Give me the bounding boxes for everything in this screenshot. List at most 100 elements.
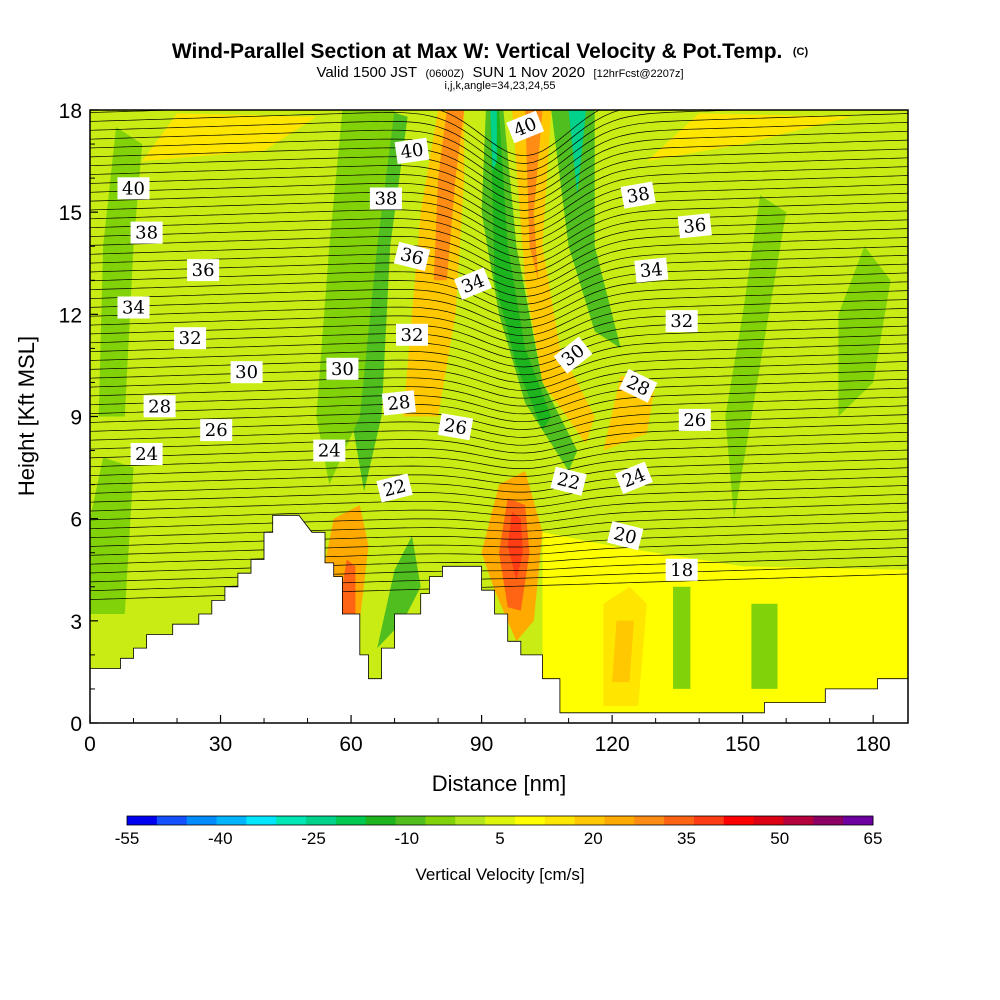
contour-label-text: 32 [670, 311, 693, 332]
contour-label-box [130, 443, 163, 465]
downdraft-east-core [568, 110, 586, 196]
velocity-field [90, 110, 908, 723]
contour-label-text: 30 [331, 359, 354, 380]
isentrope-line [90, 538, 908, 565]
isentrope-line [90, 467, 908, 494]
contour-label-text: 26 [442, 415, 468, 440]
contour-label: 30 [230, 361, 263, 384]
colorbar-swatch [604, 816, 635, 825]
contour-label-box [677, 213, 712, 239]
contour-label: 40 [394, 137, 430, 165]
colorbar-swatch [485, 816, 516, 825]
colorbar-tick-label: -40 [208, 829, 233, 848]
colorbar-swatch [425, 816, 456, 825]
isentrope-line [90, 361, 908, 399]
colorbar-swatch [813, 816, 844, 825]
colorbar-frame [126, 815, 874, 826]
isentrope-line [90, 175, 908, 235]
chart-title: Wind-Parallel Section at Max W: Vertical… [172, 40, 809, 63]
contour-label-box [665, 558, 698, 581]
isentrope-line [90, 157, 908, 219]
contour-label-box [313, 439, 346, 462]
colorbar-swatch [276, 816, 307, 825]
colorbar-label: Vertical Velocity [cm/s] [415, 865, 584, 884]
isentrope-line [90, 493, 908, 521]
updraft-upper-right [646, 113, 852, 162]
contour-label-text: 32 [401, 325, 424, 346]
contour-label: 26 [200, 419, 233, 442]
updraft-tilted-west-core [433, 110, 465, 281]
isentrope-line [90, 201, 908, 258]
contour-label: 24 [130, 443, 163, 465]
contour-label-box [394, 137, 430, 165]
colorbar-swatch [306, 816, 337, 825]
isentrope-line [90, 246, 908, 297]
colorbar-swatch [335, 816, 367, 825]
isentrope-line [90, 299, 908, 344]
isentrope-line [90, 237, 908, 290]
contour-label: 36 [187, 259, 220, 282]
downdraft-east-column [551, 110, 621, 349]
isentrope-line [90, 485, 908, 512]
x-axis-label: Distance [nm] [432, 771, 567, 796]
downdraft-top-cyan [490, 110, 497, 172]
contour-label-text: 38 [374, 189, 397, 210]
contour-label-box [230, 361, 263, 384]
isentrope-line [90, 520, 908, 547]
contour-label: 38 [130, 221, 163, 244]
isentrope-line [90, 210, 908, 266]
contour-label-text: 32 [179, 328, 202, 349]
isentrope-line [90, 130, 908, 196]
downdraft-right-low-1 [673, 586, 691, 689]
contour-label-box [553, 336, 593, 374]
colorbar-tick-label: 5 [495, 829, 504, 848]
colorbar-swatch [514, 816, 546, 825]
isentrope-line [90, 316, 908, 360]
isentrope-line [90, 192, 908, 250]
x-axis: 0 30 60 90 120 150 180 [84, 715, 891, 756]
contour-label: 40 [117, 177, 150, 200]
colorbar-swatch [843, 816, 874, 825]
contour-label: 28 [143, 395, 176, 418]
isentrope-line [90, 511, 908, 538]
isentrope-line [90, 502, 908, 530]
chart-title-text: Wind-Parallel Section at Max W: Vertical… [172, 40, 783, 63]
subtitle-indices: i,j,k,angle=34,23,24,55 [444, 80, 555, 92]
subtitle-valid: Valid 1500 JST [316, 64, 417, 81]
colorbar-swatch [693, 816, 725, 825]
subtitle-utc: (0600Z) [426, 68, 465, 80]
isentrope-line [90, 369, 908, 407]
contour-label-text: 40 [122, 178, 145, 199]
y-axis: 0 3 6 9 12 15 18 [59, 100, 98, 736]
downdraft-low-mid [377, 535, 421, 649]
x-tick-label: 60 [339, 733, 362, 756]
contour-label-box [143, 395, 176, 418]
contour-label-box [678, 408, 711, 431]
plot-area: 4038363432302826244038363432302826242240… [90, 110, 908, 723]
isentrope-line [90, 110, 750, 172]
isentrope-line [90, 555, 908, 583]
colorbar-tick-label: 20 [584, 829, 603, 848]
contour-label: 32 [174, 327, 207, 350]
isentrope-line [90, 343, 908, 383]
contour-label-box [453, 267, 492, 300]
y-tick-label: 15 [59, 202, 82, 225]
colorbar-tick-label: -10 [394, 829, 419, 848]
contour-label: 24 [313, 439, 346, 462]
isentrope-line [90, 228, 908, 282]
x-tick-label: 150 [725, 733, 760, 756]
contour-label: 34 [634, 257, 669, 283]
isentrope-line [90, 281, 908, 329]
colorbar-swatch [753, 816, 784, 825]
isentrope-line [90, 423, 908, 454]
contour-label-text: 28 [148, 396, 171, 417]
contour-label-text: 34 [639, 259, 664, 282]
contour-label: 30 [326, 357, 359, 380]
contour-label-box [117, 177, 150, 200]
isentrope-line [90, 166, 908, 227]
colorbar-swatch [186, 816, 218, 825]
contour-label: 26 [437, 413, 474, 441]
contour-label-text: 30 [235, 362, 258, 383]
